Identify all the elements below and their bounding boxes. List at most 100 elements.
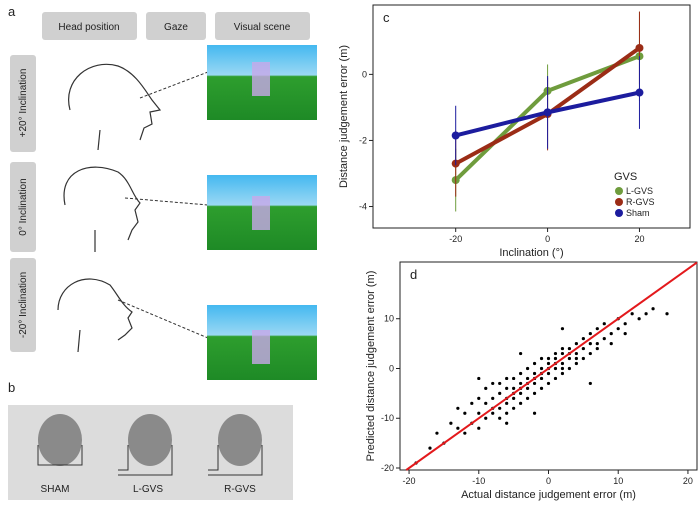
point [498,406,502,410]
point [505,401,509,405]
header: Gaze [164,22,188,33]
point [546,371,551,376]
y-tick-label: 0 [362,69,367,79]
point [546,381,551,386]
point [519,391,523,395]
point [477,396,481,400]
point [539,376,544,381]
header-box [146,12,206,40]
point [505,386,509,390]
point [484,401,488,405]
point [574,342,578,346]
point [588,332,592,336]
heads [57,63,162,353]
point [525,396,530,400]
x-tick-label: 20 [634,234,644,244]
point [595,327,599,331]
panel-letter: d [410,267,417,282]
point [602,322,606,326]
point [532,371,537,376]
point [491,411,495,415]
point [435,431,439,435]
point [567,346,572,351]
electrodes [37,445,263,476]
point [560,346,565,351]
point [623,322,627,326]
point [595,346,599,351]
point [519,381,523,386]
x-tick-label: -10 [472,476,485,486]
point [560,351,565,356]
point [484,386,488,390]
point [602,337,606,341]
legend-label: L-GVS [626,186,653,196]
point [623,332,627,336]
panel-b: b SHAM L-GVS R-GVS [8,380,293,500]
header: Head position [58,22,119,33]
header: Visual scene [234,22,291,33]
point [630,312,634,316]
x-tick-label: -20 [403,476,416,486]
point [553,376,558,381]
x-tick-label: -20 [449,234,462,244]
legend-swatch [615,198,623,206]
point [539,366,544,371]
point [484,416,488,420]
point [498,391,502,395]
point [498,381,502,386]
point [581,346,585,351]
point [470,401,474,405]
plot-frame [372,4,691,229]
point [546,361,551,366]
point [560,327,565,331]
legend-title: GVS [614,171,637,183]
row-label: -20° Inclination [18,272,29,338]
point [491,381,495,386]
point [588,381,592,386]
point [532,391,537,395]
panel-letter: a [8,4,16,19]
point [512,376,516,381]
condition-label: SHAM [41,484,70,495]
point [574,356,578,361]
row-label: +20° Inclination [18,69,29,138]
panel-a: a Head position Gaze Visual scene +20° I… [8,4,317,380]
legend-label: R-GVS [626,197,655,207]
gaze-lines [117,71,209,339]
point [519,401,523,405]
point [512,396,516,400]
point [637,317,641,321]
x-tick-label: 20 [683,476,693,486]
y-axis-label: Distance judgement error (m) [338,45,350,188]
point [512,406,516,410]
point [525,386,530,390]
point [519,371,523,376]
panel-letter: b [8,380,15,395]
point [519,351,523,356]
panel-letter: c [383,10,390,25]
point [539,386,544,390]
point [609,332,613,336]
condition-label: R-GVS [224,484,256,495]
point [595,342,599,346]
point [491,396,495,400]
point [616,327,620,331]
point [574,361,578,366]
point [553,356,558,361]
point [581,337,585,341]
point [505,421,509,425]
point [525,366,530,371]
point [477,426,481,430]
point [428,446,432,450]
point [651,307,655,311]
row-box [10,162,36,252]
y-tick-label: -20 [381,463,394,473]
point [581,356,585,361]
y-tick-label: -10 [381,413,394,423]
scenes [207,45,317,380]
point [463,431,467,435]
y-tick-label: 10 [384,314,394,324]
y-tick-label: -4 [359,202,367,212]
point [532,411,537,415]
point [567,356,572,361]
